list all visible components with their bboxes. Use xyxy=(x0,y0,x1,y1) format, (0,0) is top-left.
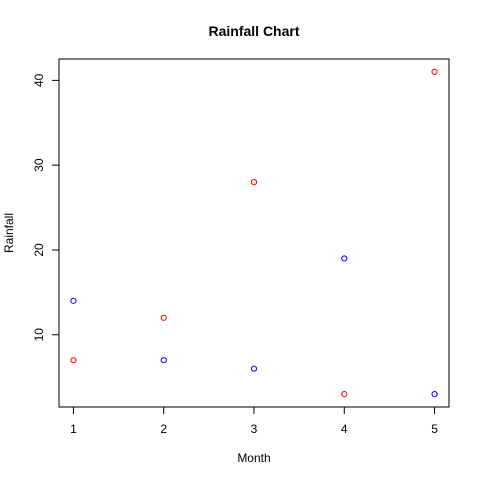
x-tick-label: 5 xyxy=(431,422,438,436)
data-point-series-1 xyxy=(431,68,438,75)
y-tick-label: 30 xyxy=(32,158,46,172)
data-point-series-1 xyxy=(160,314,167,321)
plot-frame xyxy=(58,58,450,408)
data-point-series-2 xyxy=(160,357,167,364)
x-tick-label: 3 xyxy=(251,422,258,436)
x-axis-label: Month xyxy=(237,451,270,465)
y-tick-label: 10 xyxy=(32,328,46,342)
data-point-series-1 xyxy=(341,391,348,398)
data-point-series-1 xyxy=(250,179,258,186)
data-points xyxy=(70,68,438,398)
x-axis: 1 2 3 4 5 xyxy=(70,406,438,436)
data-point-series-1 xyxy=(70,357,77,364)
x-tick-label: 4 xyxy=(341,422,348,436)
data-point-series-2 xyxy=(341,255,348,262)
data-point-series-2 xyxy=(431,391,438,398)
data-point-series-2 xyxy=(70,297,77,304)
y-axis-label: Rainfall xyxy=(2,213,16,253)
y-axis: 10 20 30 40 xyxy=(32,73,60,342)
x-tick-label: 1 xyxy=(70,422,77,436)
y-tick-label: 40 xyxy=(32,73,46,87)
chart-title: Rainfall Chart xyxy=(208,23,299,39)
y-tick-label: 20 xyxy=(32,243,46,257)
data-point-series-2 xyxy=(250,365,258,372)
x-tick-label: 2 xyxy=(160,422,167,436)
